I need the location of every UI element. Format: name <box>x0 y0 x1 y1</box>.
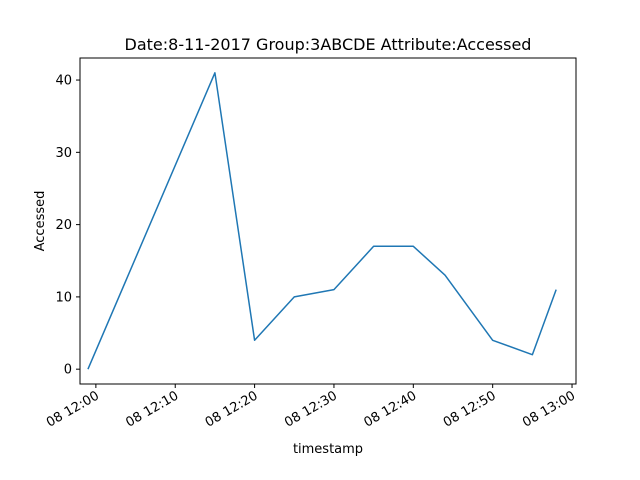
plot-area <box>79 57 577 385</box>
x-axis-label: timestamp <box>293 442 363 457</box>
y-tick-label: 0 <box>64 363 72 378</box>
y-tick-label: 40 <box>55 74 72 89</box>
y-axis-label: Accessed <box>33 191 48 252</box>
series-line <box>87 72 557 370</box>
y-tick-label: 30 <box>55 146 72 161</box>
y-tick-label: 10 <box>55 290 72 305</box>
y-axis: 0 10 20 30 40 <box>55 74 80 378</box>
y-tick-label: 20 <box>55 218 72 233</box>
chart-title: Date:8-11-2017 Group:3ABCDE Attribute:Ac… <box>125 35 532 54</box>
